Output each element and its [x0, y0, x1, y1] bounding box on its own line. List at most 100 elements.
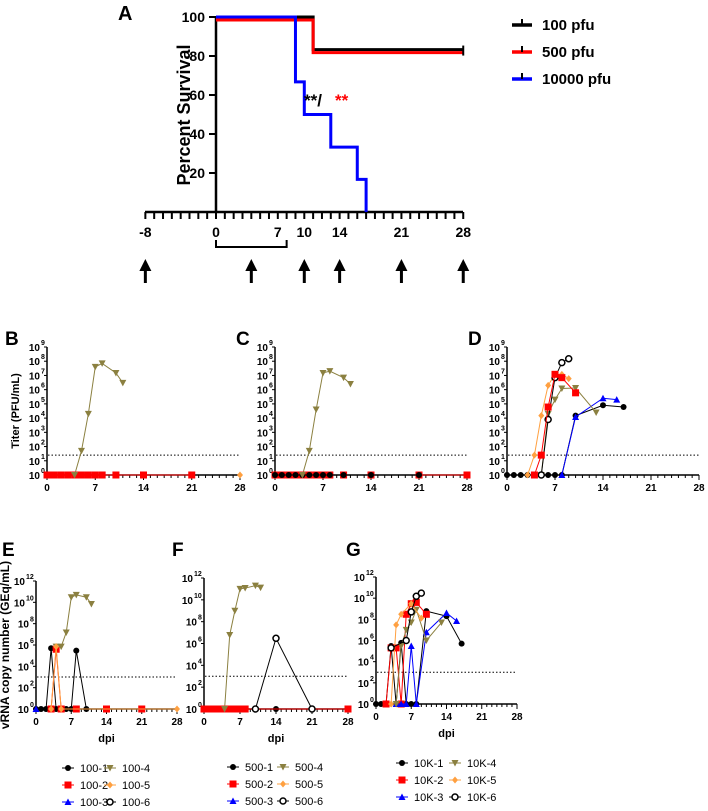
data-point: [551, 370, 559, 378]
y-tick-exponent: 12: [26, 574, 34, 581]
y-tick-exponent: 10: [194, 593, 202, 600]
y-tick-exponent: 4: [370, 655, 374, 662]
y-tick-base: 10: [18, 662, 30, 673]
arrow-head-icon: [139, 259, 152, 271]
legend-marker-icon: [229, 797, 237, 804]
data-point: [236, 585, 244, 593]
data-point: [537, 471, 546, 479]
legend-marker-icon: [229, 780, 237, 788]
x-tick-label: 14: [101, 717, 113, 728]
y-tick-base: 10: [354, 594, 366, 605]
y-axis-title: vRNA copy number (GEq/mL): [0, 561, 12, 729]
x-tick-label: 0: [33, 717, 39, 728]
data-point: [257, 584, 265, 592]
y-tick-base: 10: [489, 400, 501, 411]
y-tick-exponent: 6: [198, 637, 202, 644]
data-point: [392, 701, 400, 708]
y-tick-exponent: 4: [501, 411, 505, 418]
data-point: [558, 374, 566, 382]
data-point: [320, 472, 326, 478]
data-point: [48, 705, 55, 713]
y-tick-base: 10: [358, 637, 370, 648]
legend: 10K-1 10K-2 10K-3 10K-4 10K-5 10K-6: [396, 758, 496, 804]
data-point: [408, 701, 415, 707]
data-point: [82, 594, 90, 601]
data-point: [340, 472, 347, 478]
series-line: [507, 404, 624, 476]
panel-label: F: [172, 540, 184, 561]
x-tick-label: 28: [461, 483, 473, 494]
data-point: [373, 701, 379, 707]
data-point: [50, 471, 58, 479]
data-point: [140, 471, 147, 479]
series-100-3: [32, 705, 40, 712]
x-tick-label: 14: [332, 224, 348, 240]
data-point: [402, 636, 410, 645]
data-point: [67, 594, 75, 601]
data-point: [205, 705, 213, 713]
legend-label: 10000 pfu: [542, 71, 611, 88]
x-tick-label: 0: [44, 483, 50, 494]
y-tick-base: 10: [186, 640, 198, 651]
legend-marker-icon: [64, 798, 72, 805]
x-tick-label: 21: [186, 483, 198, 494]
panel-label: C: [236, 329, 250, 350]
y-tick-base: 10: [257, 357, 269, 368]
y-tick-base: 10: [29, 443, 41, 454]
survival-curve-2: [216, 15, 368, 212]
series-10K-5: [388, 600, 425, 708]
data-point: [98, 471, 106, 479]
x-tick-label: -8: [139, 224, 152, 240]
data-point: [398, 610, 405, 618]
y-tick-exponent: 1: [41, 454, 45, 461]
data-point: [53, 706, 60, 712]
data-point: [57, 643, 65, 651]
x-tick-label: 14: [365, 483, 377, 494]
y-tick-exponent: 3: [269, 425, 273, 432]
data-point: [305, 447, 313, 455]
y-tick-exponent: 6: [501, 383, 505, 390]
y-tick-base: 10: [186, 618, 198, 629]
data-point: [412, 700, 420, 707]
data-point: [572, 413, 580, 420]
legend-label: 10K-4: [467, 758, 496, 770]
legend-marker-icon: [106, 765, 114, 772]
data-point: [77, 447, 85, 455]
legend-marker-icon: [64, 781, 72, 789]
data-point: [558, 358, 566, 367]
y-tick-base: 10: [29, 400, 41, 411]
legend-marker-icon: [230, 764, 236, 770]
data-point: [572, 385, 580, 392]
x-tick-label: 14: [597, 483, 609, 494]
data-point: [221, 706, 229, 713]
data-point: [84, 471, 92, 479]
legend-marker-icon: [451, 760, 459, 767]
y-tick-base: 10: [489, 371, 501, 382]
x-tick-label: 21: [136, 717, 148, 728]
series-line: [254, 636, 313, 710]
data-point: [251, 582, 259, 590]
legend-label: 500-4: [295, 762, 323, 774]
legend-label: 100-2: [80, 780, 108, 792]
x-tick-label: 21: [645, 483, 657, 494]
data-point: [453, 617, 461, 624]
data-point: [71, 472, 79, 479]
series-500-4: [298, 368, 354, 479]
y-tick-base: 10: [257, 371, 269, 382]
data-point: [62, 629, 70, 636]
legend-label: 100-6: [122, 797, 150, 809]
x-axis-title: dpi: [268, 733, 285, 745]
y-tick-base: 10: [182, 596, 194, 607]
data-point: [504, 472, 510, 478]
legend-label: 100-5: [122, 780, 150, 792]
x-tick-label: 21: [306, 717, 318, 728]
y-tick-exponent: 8: [198, 615, 202, 622]
data-point: [407, 608, 415, 616]
data-point: [91, 363, 99, 371]
y-tick-label: 100: [182, 9, 206, 25]
data-point: [226, 705, 234, 713]
y-tick-base: 10: [18, 705, 30, 716]
legend-label: 500-1: [245, 762, 273, 774]
data-point: [387, 644, 395, 652]
data-point: [298, 472, 306, 479]
